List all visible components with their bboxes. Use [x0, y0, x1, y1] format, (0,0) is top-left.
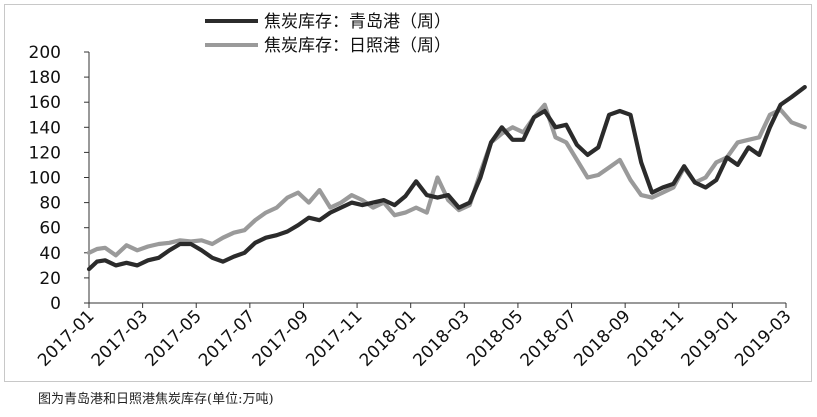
y-tick-label: 180: [29, 68, 61, 88]
figure-caption: 图为青岛港和日照港焦炭库存(单位:万吨): [38, 392, 274, 407]
x-tick-label: 2018-11: [624, 306, 688, 370]
y-tick-label: 60: [39, 219, 61, 239]
x-tick-label: 2017-01: [34, 306, 98, 370]
y-tick-label: 100: [29, 169, 61, 189]
x-tick-label: 2018-01: [356, 306, 420, 370]
series-line-rizhao: [86, 102, 807, 258]
x-tick-label: 2017-03: [88, 306, 152, 370]
series-layer: [86, 85, 807, 272]
y-tick-label: 120: [29, 143, 61, 163]
chart-legend: 焦炭库存：青岛港（周） 焦炭库存：日照港（周）: [205, 12, 451, 56]
y-tick-label: 80: [39, 194, 61, 214]
legend-label-qingdao: 焦炭库存：青岛港（周）: [264, 12, 451, 32]
y-tick-label: 40: [39, 244, 61, 264]
x-tick-label: 2018-07: [517, 306, 581, 370]
y-tick-label: 200: [29, 43, 61, 63]
y-tick-label: 140: [29, 118, 61, 138]
y-tick-label: 160: [29, 93, 61, 113]
x-tick-label: 2018-03: [409, 306, 473, 370]
series-line-qingdao: [86, 85, 807, 272]
y-tick-label: 0: [50, 294, 61, 314]
legend-label-rizhao: 焦炭库存：日照港（周）: [264, 36, 451, 56]
chart-frame: [4, 4, 812, 382]
x-tick-label: 2017-07: [195, 306, 259, 370]
x-tick-label: 2018-09: [570, 306, 634, 370]
chart-axes: 0204060801001201401601802002017-012017-0…: [29, 43, 796, 371]
x-tick-label: 2019-01: [678, 306, 742, 370]
x-tick-label: 2017-05: [141, 306, 205, 370]
x-tick-label: 2018-05: [463, 306, 527, 370]
x-tick-label: 2017-09: [249, 306, 313, 370]
x-tick-label: 2017-11: [302, 306, 366, 370]
x-tick-label: 2019-03: [731, 306, 795, 370]
y-tick-label: 20: [39, 269, 61, 289]
